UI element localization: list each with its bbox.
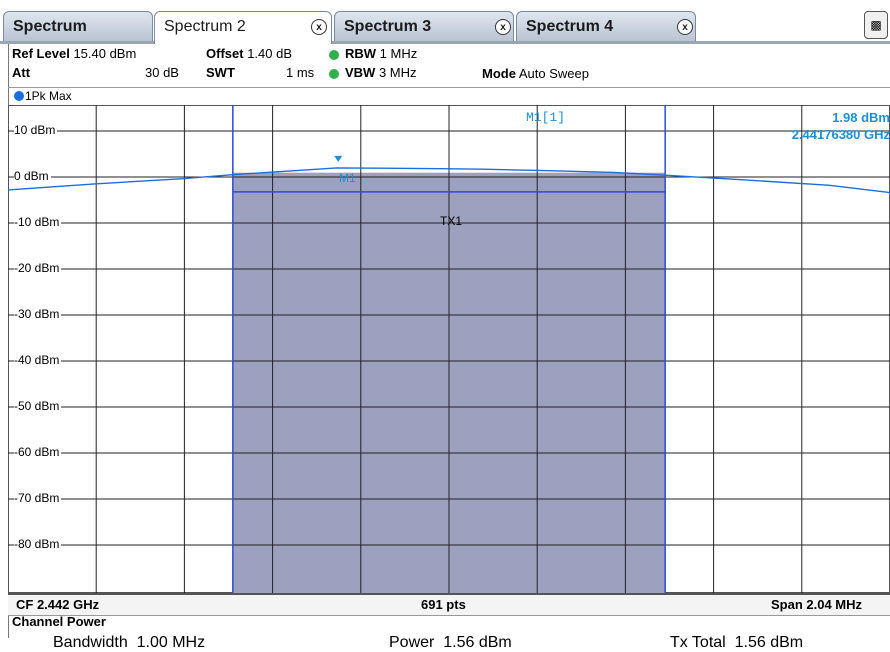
vbw-value: 3 MHz	[378, 65, 417, 80]
close-icon[interactable]: x	[311, 19, 327, 35]
results-title: Channel Power	[12, 614, 106, 629]
y-tick-label: -30 dBm	[14, 307, 62, 321]
bandwidth-value: 1.00 MHz	[136, 634, 206, 651]
bandwidth-result: Bandwidth 1.00 MHz	[53, 634, 205, 652]
channel-label: TX1	[440, 214, 463, 228]
tab-spectrum-4[interactable]: Spectrum 4 x	[516, 11, 696, 41]
tab-label: Spectrum 3	[344, 18, 432, 35]
swt-value-wrap: 1 ms	[286, 65, 314, 80]
close-icon[interactable]: x	[495, 19, 511, 35]
offset: Offset 1.40 dB	[206, 46, 292, 61]
tab-bar: Spectrum Spectrum 3 x Spectrum 4 x Spect…	[0, 0, 890, 44]
y-tick-label: -20 dBm	[14, 261, 62, 275]
tab-spectrum-3[interactable]: Spectrum 3 x	[334, 11, 514, 41]
y-tick-label: -60 dBm	[14, 445, 62, 459]
swt-value: 1 ms	[286, 65, 315, 80]
sweep-footer: CF 2.442 GHz 691 pts Span 2.04 MHz	[8, 593, 890, 616]
channel-power-results: Channel Power Bandwidth 1.00 MHz Power 1…	[8, 614, 890, 651]
y-tick-label: -70 dBm	[14, 491, 62, 505]
tab-spectrum[interactable]: Spectrum	[3, 11, 153, 41]
power-label: Power	[389, 634, 435, 651]
tab-spectrum-2[interactable]: Spectrum 2 x	[154, 11, 332, 44]
vbw: VBW 3 MHz	[345, 65, 417, 80]
y-tick-label: 10 dBm	[14, 123, 58, 137]
trace-label: 1Pk Max	[25, 89, 72, 103]
offset-label: Offset	[206, 46, 244, 61]
rbw: RBW 1 MHz	[345, 46, 417, 61]
marker-readout-level: 1.98 dBm	[832, 110, 890, 125]
tx-total-value: 1.56 dBm	[734, 634, 804, 651]
tx-total-result: Tx Total 1.56 dBm	[670, 634, 803, 652]
trace-line	[8, 167, 890, 194]
tab-label: Spectrum 2	[164, 18, 246, 35]
center-frequency: CF 2.442 GHz	[16, 597, 100, 612]
power-result: Power 1.56 dBm	[389, 634, 512, 652]
y-tick-label: -80 dBm	[14, 537, 62, 551]
mode: Mode Auto Sweep	[482, 66, 589, 81]
tab-label: Spectrum 4	[526, 18, 614, 35]
ref-level-label: Ref Level	[12, 46, 70, 61]
sweep-points: 691 pts	[421, 597, 466, 612]
marker-readout-frequency: 2.44176380 GHz	[791, 127, 890, 142]
att-value: 30 dB	[145, 65, 179, 80]
close-icon[interactable]: x	[677, 19, 693, 35]
power-value: 1.56 dBm	[443, 634, 512, 651]
offset-value: 1.40 dB	[247, 46, 293, 61]
y-tick-label: -40 dBm	[14, 353, 62, 367]
trace-info-row: 1Pk Max	[8, 87, 890, 106]
mode-value: Auto Sweep	[518, 66, 589, 81]
span: Span 2.04 MHz	[771, 597, 863, 612]
spectrum-plot[interactable]	[8, 105, 890, 593]
att-label-wrap: Att	[12, 65, 30, 80]
rbw-coupled-indicator	[329, 50, 339, 60]
rbw-label: RBW	[345, 46, 377, 61]
rbw-value: 1 MHz	[379, 46, 418, 61]
marker-m1-icon	[334, 155, 343, 162]
y-tick-label: 0 dBm	[14, 169, 51, 183]
vbw-label: VBW	[345, 65, 376, 80]
marker-m1-label: M1	[339, 171, 356, 185]
menu-icon[interactable]: ▩	[864, 11, 888, 39]
vbw-coupled-indicator	[329, 69, 339, 79]
att-label: Att	[12, 65, 31, 80]
swt-label: SWT	[206, 65, 235, 80]
y-tick-label: -10 dBm	[14, 215, 62, 229]
tab-underline	[0, 41, 890, 44]
ref-level-value: 15.40 dBm	[73, 46, 137, 61]
trace-color-dot	[14, 91, 24, 101]
tx-total-label: Tx Total	[670, 634, 726, 651]
swt-label-wrap: SWT	[206, 65, 235, 80]
tab-label: Spectrum	[13, 18, 87, 35]
marker-readout-label: M1[1]	[526, 110, 566, 125]
bandwidth-label: Bandwidth	[53, 634, 128, 651]
att-value-wrap: 30 dB	[145, 65, 179, 80]
plot-canvas	[8, 105, 890, 593]
mode-label: Mode	[482, 66, 516, 81]
y-tick-label: -50 dBm	[14, 399, 62, 413]
ref-level: Ref Level 15.40 dBm	[12, 46, 136, 61]
